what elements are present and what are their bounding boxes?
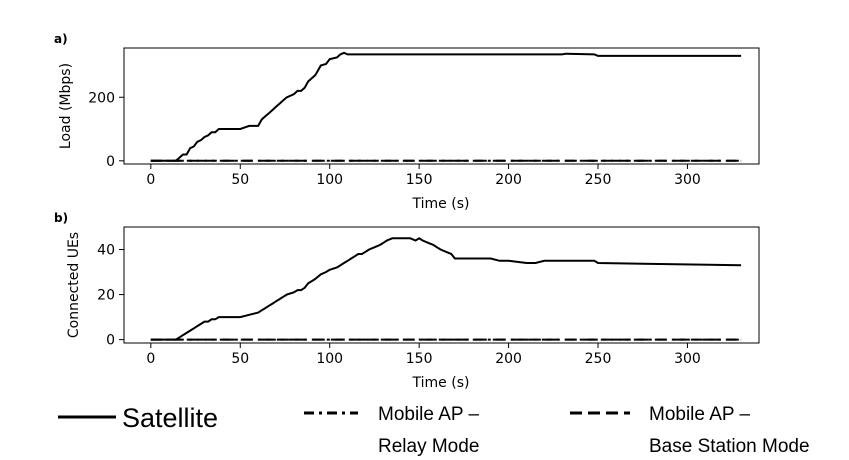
panel-a-x-tick-label: 250 xyxy=(585,172,612,188)
panel-a-x-tick-label: 150 xyxy=(406,172,433,188)
panel-a-x-tick-label: 50 xyxy=(231,172,249,188)
panel-a-axes-frame xyxy=(123,47,760,165)
panel-a-x-tick-label: 300 xyxy=(674,172,701,188)
panel-b-axes-frame xyxy=(123,226,760,344)
panel-b-y-axis-label: Connected UEs xyxy=(66,232,82,338)
panel-b-tag: b) xyxy=(54,211,68,225)
panel-a-y-tick-label: 0 xyxy=(106,154,115,170)
legend-label-relay-mode-line1: Mobile AP – xyxy=(378,404,479,425)
legend: Satellite Mobile AP – Relay Mode Mobile … xyxy=(58,403,810,457)
panel-a-y-axis-label: Load (Mbps) xyxy=(58,63,74,149)
panel-a-tag: a) xyxy=(54,32,68,46)
legend-label-relay-mode-line2: Relay Mode xyxy=(378,436,479,457)
panel-b-x-tick-label: 100 xyxy=(316,351,343,367)
legend-label-satellite: Satellite xyxy=(122,403,218,433)
panel-a-x-axis-label: Time (s) xyxy=(412,196,470,212)
panel-b-x-tick-label: 50 xyxy=(231,351,249,367)
legend-label-base-station-mode-line2: Base Station Mode xyxy=(649,436,810,457)
panel-b: b) Time (s) Connected UEs 0 50 100 150 200 25… xyxy=(54,211,760,391)
panel-b-x-tick-label: 0 xyxy=(146,351,155,367)
legend-item-base-station-mode: Mobile AP – Base Station Mode xyxy=(570,404,810,457)
panel-b-y-tick-label: 0 xyxy=(106,333,115,349)
panel-b-x-axis-label: Time (s) xyxy=(412,375,470,391)
panel-b-x-tick-label: 150 xyxy=(406,351,433,367)
panel-a-series-satellite-line xyxy=(150,51,742,162)
panel-a-y-tick-label: 200 xyxy=(88,90,115,106)
panel-b-series-satellite-line xyxy=(150,237,742,341)
panel-b-x-tick-label: 250 xyxy=(585,351,612,367)
panel-a-x-tick-label: 0 xyxy=(146,172,155,188)
panel-b-y-tick-label: 40 xyxy=(97,243,115,259)
panel-a-x-tick-label: 100 xyxy=(316,172,343,188)
panel-a: a) Time (s) Load (Mbps) 0 50 100 150 200 250 3… xyxy=(54,32,760,212)
legend-item-relay-mode: Mobile AP – Relay Mode xyxy=(304,404,479,457)
panel-b-x-tick-label: 300 xyxy=(674,351,701,367)
panel-b-y-tick-label: 20 xyxy=(97,288,115,304)
panel-b-x-tick-label: 200 xyxy=(495,351,522,367)
legend-item-satellite: Satellite xyxy=(58,403,218,433)
legend-label-base-station-mode-line1: Mobile AP – xyxy=(649,404,750,425)
panel-a-x-tick-label: 200 xyxy=(495,172,522,188)
